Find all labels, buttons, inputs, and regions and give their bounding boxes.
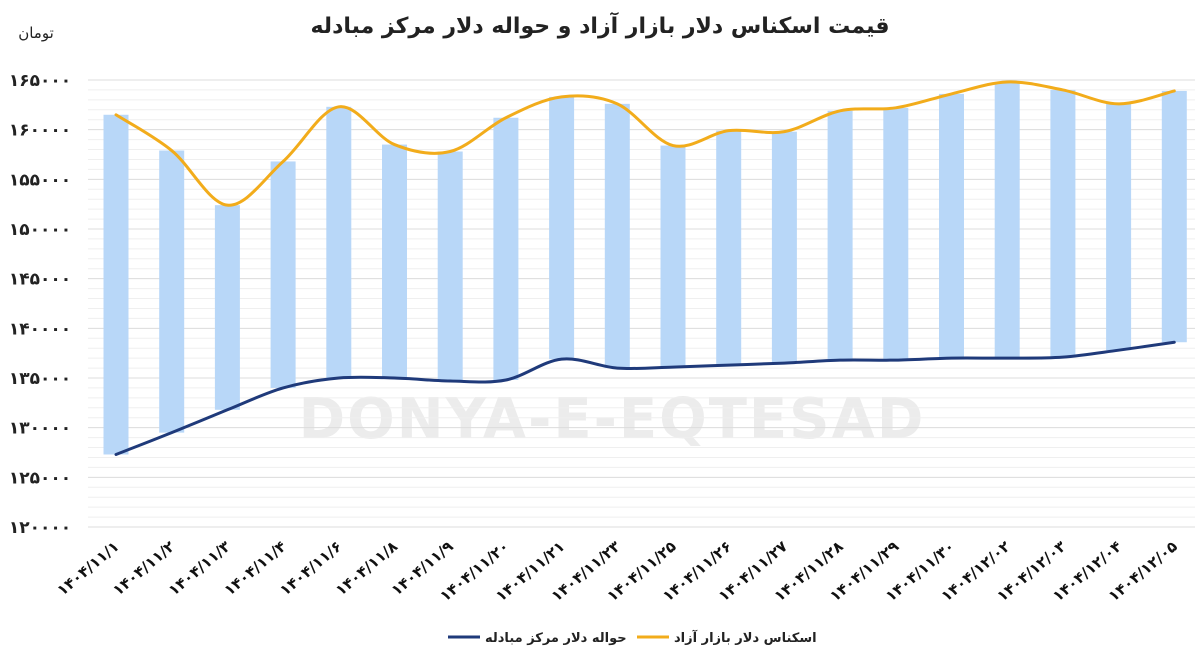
range-bar <box>1050 89 1076 358</box>
y-tick-label: ۱۶۵۰۰۰ <box>9 71 71 91</box>
range-bar <box>326 106 352 378</box>
y-tick-label: ۱۳۵۰۰۰ <box>9 369 71 389</box>
y-tick-label: ۱۵۰۰۰۰ <box>9 220 71 240</box>
range-bar <box>994 81 1020 359</box>
range-bar <box>827 110 853 361</box>
range-bar <box>214 205 240 410</box>
range-bar <box>883 107 909 361</box>
range-bar <box>771 131 797 364</box>
y-axis-ticks: ۱۶۵۰۰۰ ۱۶۰۰۰۰ ۱۵۵۰۰۰ ۱۵۰۰۰۰ ۱۴۵۰۰۰ ۱۴۰۰۰۰ ۱۳۵۰… <box>9 71 71 538</box>
y-tick-label: ۱۶۰۰۰۰ <box>9 121 71 141</box>
y-axis-unit: تومان <box>18 24 54 42</box>
range-bar <box>382 144 407 378</box>
chart-title: قیمت اسکناس دلار بازار آزاد و حواله دلار… <box>310 11 889 39</box>
y-tick-label: ۱۴۰۰۰۰ <box>9 319 71 339</box>
legend: حواله دلار مرکز مبادله اسکناس دلار بازار… <box>448 629 817 646</box>
range-bar <box>437 151 463 381</box>
range-bar <box>604 103 630 369</box>
y-tick-label: ۱۴۵۰۰۰ <box>9 270 71 290</box>
grid-lines <box>88 79 1195 528</box>
y-tick-label: ۱۵۵۰۰۰ <box>9 170 71 190</box>
range-bar <box>716 130 742 366</box>
x-axis-ticks: ۱۴۰۴/۱۱/۱۱۴۰۴/۱۱/۲۱۴۰۴/۱۱/۳۱۴۰۴/۱۱/۴۱۴۰۴… <box>54 537 1181 605</box>
range-bars <box>103 81 1187 455</box>
watermark-text: DONYA-E-EQTESAD <box>299 387 926 452</box>
legend-label-official: حواله دلار مرکز مبادله <box>485 631 627 646</box>
y-tick-label: ۱۲۵۰۰۰ <box>9 468 71 488</box>
y-tick-label: ۱۳۰۰۰۰ <box>9 419 71 439</box>
range-bar <box>103 114 129 455</box>
range-bar <box>1161 90 1187 343</box>
range-bar <box>939 93 964 359</box>
official-rate-line <box>114 340 1176 456</box>
market-rate-line <box>114 80 1176 207</box>
legend-label-market: اسکناس دلار بازار آزاد <box>674 629 817 646</box>
y-tick-label: ۱۲۰۰۰۰ <box>9 518 71 538</box>
range-bar <box>270 161 296 388</box>
range-bar <box>660 145 686 368</box>
series-lines <box>114 80 1176 456</box>
range-bar <box>493 117 519 380</box>
range-bar <box>549 96 575 360</box>
range-bar <box>159 150 185 433</box>
range-bar <box>1106 103 1132 351</box>
